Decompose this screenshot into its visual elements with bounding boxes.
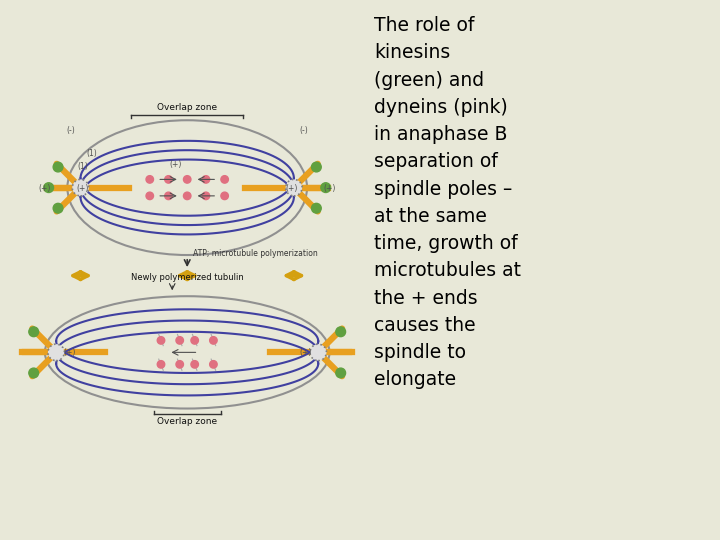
Circle shape [176,361,184,368]
Text: Newly polymerized tubulin: Newly polymerized tubulin [131,273,243,282]
Circle shape [221,176,228,183]
Circle shape [53,162,63,172]
Circle shape [336,327,346,336]
Circle shape [29,327,39,336]
Circle shape [321,183,330,192]
Text: (-): (-) [299,126,307,136]
Text: The role of
kinesins
(green) and
dyneins (pink)
in anaphase B
separation of
spin: The role of kinesins (green) and dyneins… [374,16,521,389]
Circle shape [48,344,64,361]
Circle shape [53,204,63,213]
Circle shape [184,176,191,183]
Text: (+): (+) [299,348,311,357]
Circle shape [312,204,321,213]
Circle shape [157,361,165,368]
Circle shape [191,336,199,344]
Text: (+): (+) [76,184,89,193]
Circle shape [157,336,165,344]
Text: (+): (+) [39,184,51,193]
Circle shape [184,192,191,200]
Text: Overlap zone: Overlap zone [157,417,217,426]
Circle shape [176,336,184,344]
Circle shape [312,162,321,172]
Circle shape [29,368,39,378]
Circle shape [72,179,89,196]
Text: (+): (+) [170,160,182,169]
Circle shape [146,192,153,200]
Circle shape [310,344,326,361]
Text: (+): (+) [286,184,298,193]
Text: ATP; microtubule polymerization: ATP; microtubule polymerization [193,249,318,259]
Text: (1): (1) [86,149,97,158]
Circle shape [165,192,172,200]
Text: (1): (1) [77,162,88,171]
Circle shape [210,336,217,344]
Circle shape [286,179,302,196]
Text: (+): (+) [63,348,76,357]
Circle shape [221,192,228,200]
Circle shape [146,176,153,183]
Circle shape [165,176,172,183]
Circle shape [44,183,53,192]
Circle shape [202,176,210,183]
Circle shape [202,192,210,200]
Text: (-): (-) [67,126,76,136]
Text: (+): (+) [323,184,336,193]
Text: Overlap zone: Overlap zone [157,103,217,112]
Circle shape [191,361,199,368]
Circle shape [210,361,217,368]
Circle shape [336,368,346,378]
